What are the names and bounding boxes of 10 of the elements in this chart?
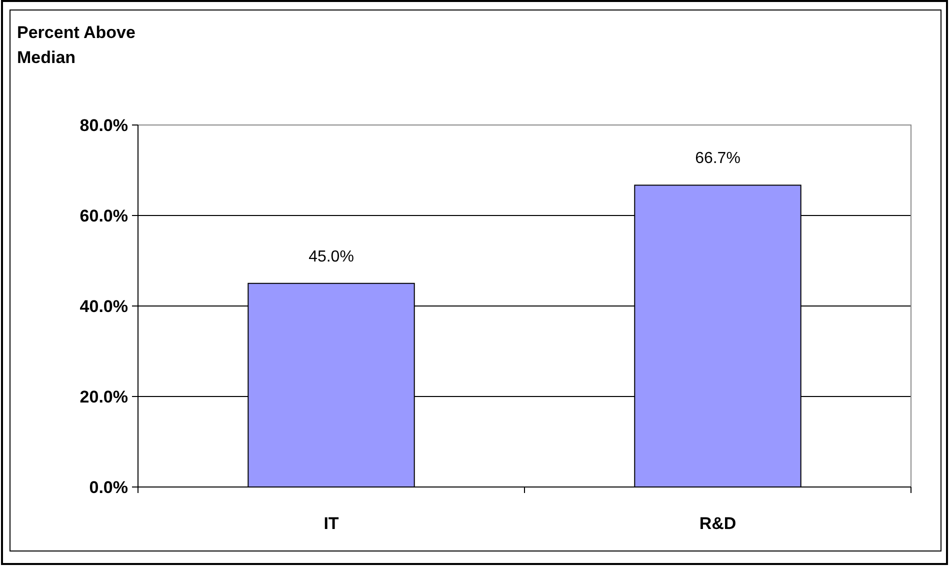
y-tick-label: 60.0% xyxy=(80,206,128,226)
data-label: 66.7% xyxy=(695,150,740,168)
x-tick-label: IT xyxy=(324,514,340,533)
y-tick-label: 0.0% xyxy=(89,478,128,497)
y-axis-title: Percent Above Median xyxy=(17,23,136,67)
y-tick-label: 20.0% xyxy=(80,387,128,406)
data-label: 45.0% xyxy=(308,248,354,266)
y-tick-label: 40.0% xyxy=(80,296,128,316)
x-tick-label: R&D xyxy=(699,514,736,533)
y-tick-label: 80.0% xyxy=(80,116,128,135)
